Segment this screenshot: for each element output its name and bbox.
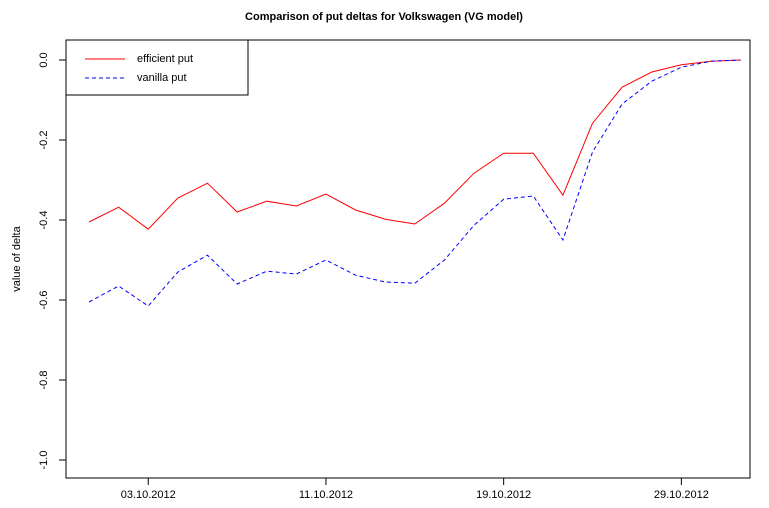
x-tick-label: 19.10.2012 — [476, 489, 531, 501]
y-tick-label: -0.2 — [38, 131, 50, 150]
legend-label: vanilla put — [137, 72, 187, 84]
line-series — [88, 59, 741, 230]
legend-label: efficient put — [137, 53, 193, 65]
y-tick-label: -0.4 — [38, 211, 50, 230]
legend-box — [65, 39, 249, 96]
chart-title: Comparison of put deltas for Volkswagen … — [245, 11, 523, 23]
y-tick-label: -0.8 — [38, 371, 50, 390]
x-tick-label: 29.10.2012 — [654, 489, 709, 501]
x-tick-label: 03.10.2012 — [121, 489, 176, 501]
x-tick-label: 11.10.2012 — [299, 489, 353, 501]
y-tick-label: 0.0 — [38, 52, 50, 67]
y-axis-label: value of delta — [11, 225, 23, 291]
line-series — [88, 59, 741, 307]
plot-frame — [65, 39, 751, 479]
y-tick-label: -0.6 — [38, 291, 50, 310]
y-tick-label: -1.0 — [38, 451, 50, 470]
